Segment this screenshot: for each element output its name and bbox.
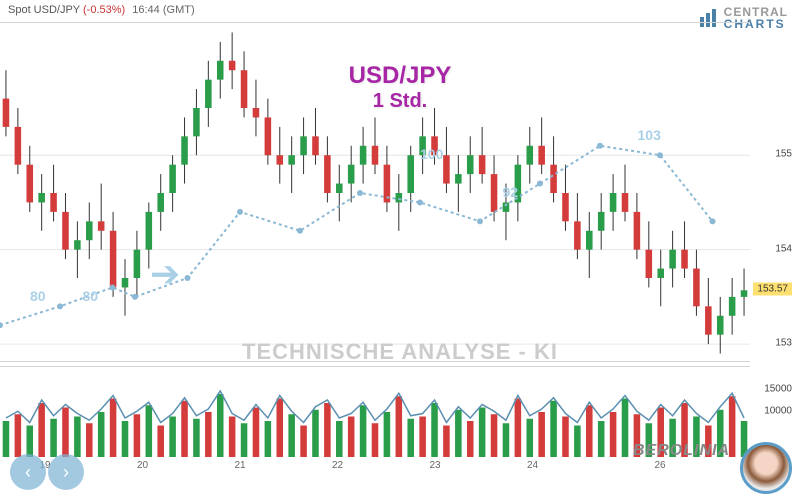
timestamp: 16:44 (GMT) (132, 4, 194, 16)
price-y-axis: 153154155153.57 (750, 22, 792, 362)
candlestick-svg (0, 23, 750, 363)
avatar-icon[interactable] (740, 442, 792, 494)
price-chart[interactable] (0, 22, 750, 362)
change-percent: (-0.53%) (83, 4, 125, 16)
instrument-name: Spot USD/JPY (8, 4, 80, 16)
chart-container: Spot USD/JPY (-0.53%) 16:44 (GMT) CENTRA… (0, 0, 800, 500)
x-axis: 19202122232426 (0, 460, 750, 480)
nav-arrows[interactable]: ‹ › (10, 454, 84, 490)
header-info: Spot USD/JPY (-0.53%) 16:44 (GMT) (8, 4, 195, 16)
nav-left-icon[interactable]: ‹ (10, 454, 46, 490)
nav-right-icon[interactable]: › (48, 454, 84, 490)
berolinia-brand: BEROLINIA (633, 442, 730, 460)
